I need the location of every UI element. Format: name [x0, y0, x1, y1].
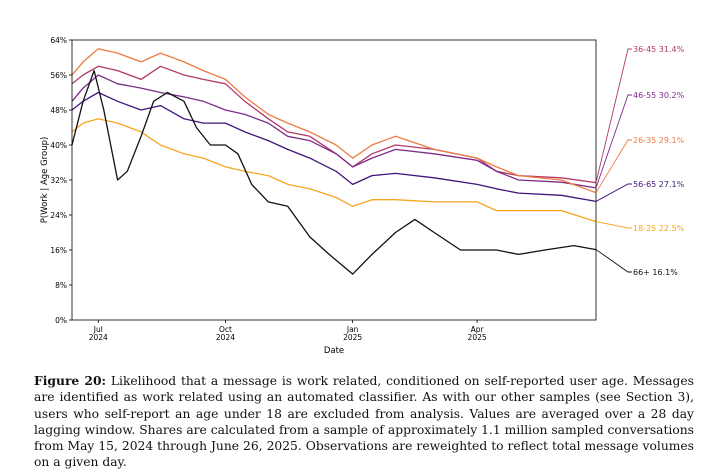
figure-label: Figure 20: [34, 373, 107, 388]
end-labels: 36-45 31.4% 46-55 30.2% 26-35 29.1% 56-65 2… [595, 45, 685, 277]
series-end-label: 26-35 29.1% [633, 136, 685, 145]
figure-caption: Figure 20: Likelihood that a message is … [34, 373, 694, 471]
series-end-label: 56-65 27.1% [633, 180, 685, 189]
series-line-66plus [71, 69, 597, 275]
series-line-56-65 [71, 91, 597, 203]
y-tick-label: 16% [50, 246, 67, 255]
y-axis-title: P(Work | Age Group) [40, 137, 50, 224]
x-tick-label: Jul [93, 325, 103, 334]
x-tick-label-year: 2024 [89, 333, 108, 342]
series-end-label: 66+ 16.1% [633, 268, 678, 277]
y-tick-label: 40% [50, 141, 67, 150]
series-end-label: 18-25 22.5% [633, 224, 685, 233]
x-tick-label-year: 2025 [343, 333, 362, 342]
leader-line [595, 183, 632, 202]
x-tick-label-year: 2024 [216, 333, 235, 342]
y-axis: 0% 8% 16% 24% 32% 40% 48% 56% 64% [50, 36, 72, 325]
y-tick-label: 48% [50, 106, 67, 115]
series-end-label: 36-45 31.4% [633, 45, 685, 54]
x-tick-label-year: 2025 [468, 333, 487, 342]
series-line-26-35 [71, 48, 597, 194]
caption-text: Likelihood that a message is work relate… [34, 374, 694, 470]
y-tick-label: 24% [50, 211, 67, 220]
y-tick-label: 0% [55, 316, 67, 325]
y-tick-label: 64% [50, 36, 67, 45]
x-tick-label: Jan [346, 325, 359, 334]
x-tick-label: Apr [471, 325, 485, 334]
series-line-46-55 [71, 74, 597, 189]
leader-line [595, 94, 632, 189]
x-axis-title: Date [324, 346, 344, 356]
chart: 0%8%16%24%32%40%48%56%64% Jul2024Oct2024… [40, 36, 685, 356]
leader-line [595, 221, 632, 229]
y-tick-label: 8% [55, 281, 67, 290]
series-end-label: 46-55 30.2% [633, 91, 685, 100]
leader-line [595, 139, 632, 193]
y-tick-label: 32% [50, 176, 67, 185]
series-line-36-45 [71, 65, 597, 184]
leader-line [595, 249, 632, 273]
y-tick-label: 56% [50, 71, 67, 80]
series-lines [71, 48, 597, 275]
leader-line [595, 48, 632, 183]
x-tick-label: Oct [219, 325, 232, 334]
series-line-18-25 [71, 118, 597, 223]
